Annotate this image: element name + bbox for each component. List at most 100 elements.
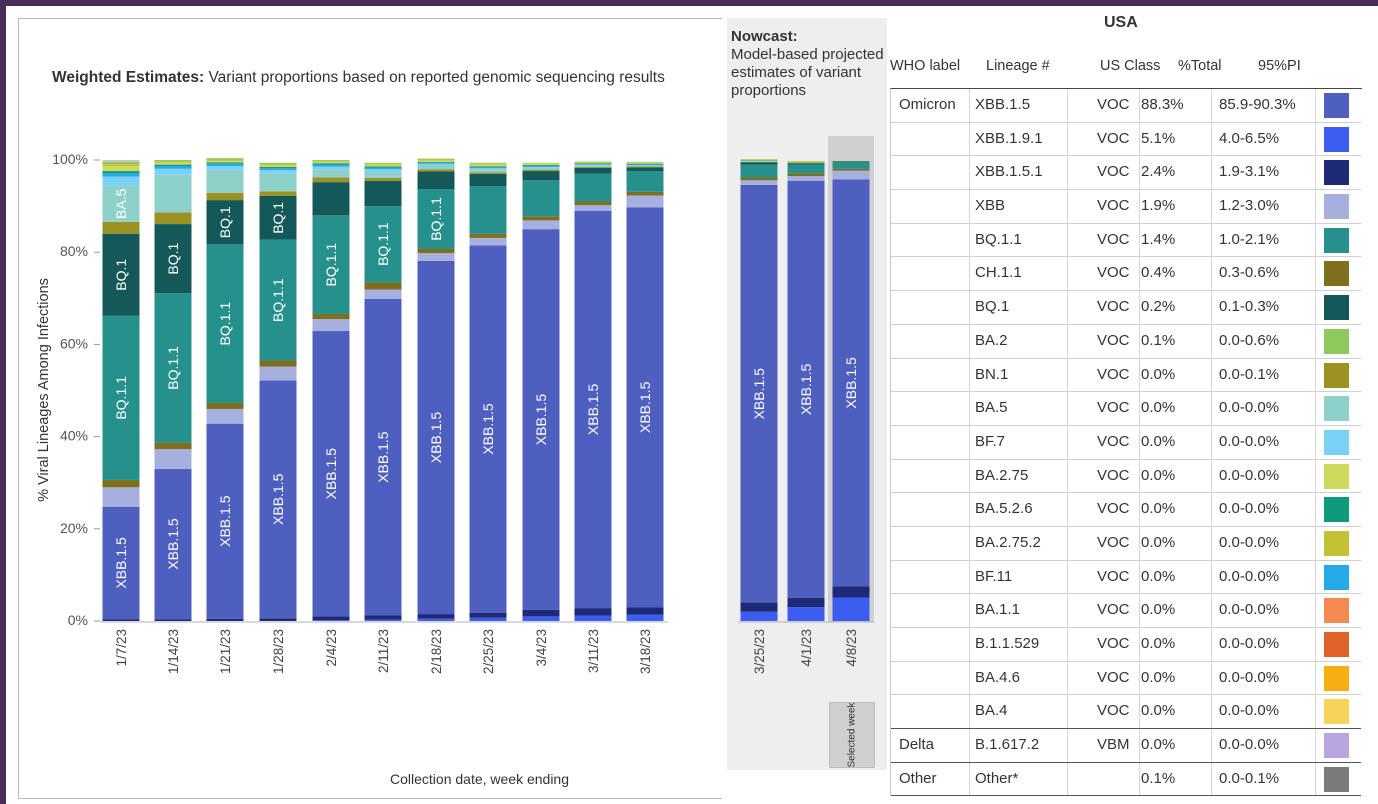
bar-segment <box>417 618 455 621</box>
table-row[interactable]: BA.2.75 VOC 0.0% 0.0-0.0% <box>891 459 1361 494</box>
bar-segment <box>259 618 297 621</box>
table-row[interactable]: BF.7 VOC 0.0% 0.0-0.0% <box>891 425 1361 460</box>
lineage-color-swatch[interactable] <box>1324 396 1349 422</box>
percent-total-cell: 0.0% <box>1141 702 1176 720</box>
bar-segment <box>469 164 507 167</box>
lineage-color-swatch[interactable] <box>1324 227 1349 253</box>
bar-segment <box>522 169 560 172</box>
who-label-cell: Other <box>899 769 937 787</box>
table-row[interactable]: BA.5 VOC 0.0% 0.0-0.0% <box>891 392 1361 426</box>
lineage-color-swatch[interactable] <box>1324 699 1349 725</box>
bar-segment <box>626 163 664 165</box>
column-divider <box>1139 291 1140 324</box>
bar-segment <box>259 170 297 174</box>
lineage-color-swatch[interactable] <box>1324 328 1349 354</box>
bar-segment <box>832 168 870 171</box>
table-row[interactable]: Delta B.1.617.2 VBM 0.0% 0.0-0.0% <box>891 729 1361 763</box>
column-divider <box>1211 628 1212 661</box>
table-row[interactable]: BA.4.6 VOC 0.0% 0.0-0.0% <box>891 661 1361 696</box>
column-divider <box>1315 358 1316 392</box>
lineage-cell: BQ.1 <box>975 298 1010 316</box>
table-row[interactable]: BN.1 VOC 0.0% 0.0-0.1% <box>891 358 1361 393</box>
bar-segment <box>574 167 612 174</box>
column-divider <box>969 661 970 695</box>
bar-segment <box>626 195 664 208</box>
us-class-cell: VOC <box>1097 500 1130 518</box>
lineage-color-swatch[interactable] <box>1324 564 1349 590</box>
bar-segment <box>364 169 402 172</box>
bar-segment <box>522 616 560 621</box>
bar-segment <box>832 160 870 162</box>
bar-segment-label: XBB.1.5 <box>165 518 181 570</box>
table-row[interactable]: BQ.1.1 VOC 1.4% 1.0-2.1% <box>891 223 1361 258</box>
bar-segment <box>574 173 612 202</box>
table-row[interactable]: Other Other* 0.1% 0.0-0.1% <box>891 762 1361 797</box>
bar-segment <box>469 612 507 618</box>
column-divider <box>1139 493 1140 526</box>
bar-segment <box>102 171 140 174</box>
table-row[interactable]: XBB VOC 1.9% 1.2-3.0% <box>891 190 1361 224</box>
lineage-color-swatch[interactable] <box>1324 126 1349 152</box>
header-95-pi: 95%PI <box>1258 58 1301 74</box>
column-divider <box>969 156 970 190</box>
lineage-cell: BA.2.75 <box>975 466 1029 484</box>
lineage-color-swatch[interactable] <box>1324 93 1349 118</box>
lineage-color-swatch[interactable] <box>1324 766 1349 792</box>
us-class-cell: VOC <box>1097 668 1130 686</box>
bar-segment <box>154 293 192 443</box>
bar-segment <box>364 162 402 164</box>
table-row[interactable]: BA.5.2.6 VOC 0.0% 0.0-0.0% <box>891 493 1361 527</box>
column-divider <box>1211 122 1212 156</box>
lineage-color-swatch[interactable] <box>1324 497 1349 523</box>
lineage-color-swatch[interactable] <box>1324 463 1349 489</box>
column-divider <box>1139 190 1140 223</box>
who-label-cell: Delta <box>899 736 935 754</box>
bar-segment <box>364 166 402 168</box>
lineage-color-swatch[interactable] <box>1324 261 1349 287</box>
bar-segment <box>787 173 825 177</box>
lineage-cell: XBB.1.9.1 <box>975 129 1043 147</box>
bar-segment-label: BQ.1.1 <box>375 222 391 266</box>
column-divider <box>1211 291 1212 324</box>
lineage-color-swatch[interactable] <box>1324 362 1349 388</box>
lineage-color-swatch[interactable] <box>1324 530 1349 556</box>
bar-segment <box>522 162 560 164</box>
lineage-color-swatch[interactable] <box>1324 733 1349 759</box>
bar-segment <box>312 161 350 164</box>
column-divider <box>1211 729 1212 762</box>
bar-segment <box>364 289 402 299</box>
table-row[interactable]: BA.4 VOC 0.0% 0.0-0.0% <box>891 695 1361 730</box>
x-tick-label: 3/18/23 <box>638 629 653 674</box>
bar-segment <box>417 169 455 172</box>
table-row[interactable]: CH.1.1 VOC 0.4% 0.3-0.6% <box>891 257 1361 292</box>
table-row[interactable]: XBB.1.9.1 VOC 5.1% 4.0-6.5% <box>891 122 1361 157</box>
percent-total-cell: 0.1% <box>1141 769 1176 787</box>
lineage-color-swatch[interactable] <box>1324 194 1349 220</box>
table-row[interactable]: B.1.1.529 VOC 0.0% 0.0-0.0% <box>891 628 1361 662</box>
table-row[interactable]: XBB.1.5.1 VOC 2.4% 1.9-3.1% <box>891 156 1361 191</box>
us-class-cell: VOC <box>1097 96 1130 113</box>
us-class-cell: VOC <box>1097 432 1130 450</box>
table-row[interactable]: BA.1.1 VOC 0.0% 0.0-0.0% <box>891 594 1361 628</box>
bar-segment <box>626 162 664 163</box>
table-row[interactable]: BA.2 VOC 0.1% 0.0-0.6% <box>891 324 1361 359</box>
bar-segment-label: BQ.1 <box>113 259 129 291</box>
bar-segment <box>574 166 612 168</box>
lineage-color-swatch[interactable] <box>1324 429 1349 455</box>
table-row[interactable]: BA.2.75.2 VOC 0.0% 0.0-0.0% <box>891 526 1361 561</box>
bar-segment <box>522 220 560 230</box>
lineage-color-swatch[interactable] <box>1324 160 1349 186</box>
y-tick-label: 80% <box>60 243 88 259</box>
bar-segment <box>102 185 140 222</box>
table-row[interactable]: BQ.1 VOC 0.2% 0.1-0.3% <box>891 291 1361 325</box>
table-row[interactable]: BF.11 VOC 0.0% 0.0-0.0% <box>891 560 1361 595</box>
lineage-color-swatch[interactable] <box>1324 632 1349 657</box>
lineage-color-swatch[interactable] <box>1324 665 1349 691</box>
bar-segment <box>417 161 455 163</box>
column-divider <box>1067 223 1068 257</box>
column-divider <box>969 526 970 560</box>
lineage-color-swatch[interactable] <box>1324 295 1349 321</box>
selected-week-button[interactable]: Selected week <box>829 702 875 768</box>
lineage-color-swatch[interactable] <box>1324 598 1349 624</box>
table-row[interactable]: Omicron XBB.1.5 VOC 88.3% 85.9-90.3% <box>891 89 1361 123</box>
